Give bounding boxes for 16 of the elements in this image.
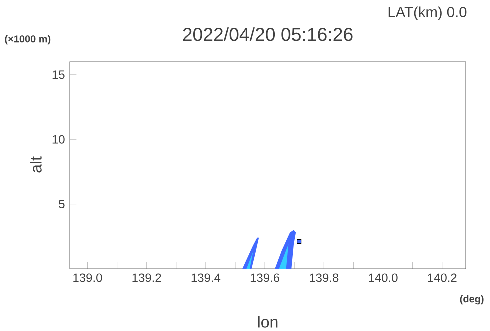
x-tick-label: 139.2 [132,274,162,282]
x-axis-title: lon [258,316,278,328]
y-tick-label: 15 [52,70,65,80]
chart-subtitle: LAT(km) 0.0 [388,6,467,20]
y-tick-label: 10 [52,135,65,144]
text: (×1000 m) [5,35,51,45]
x-tick-label: 140.2 [428,274,457,282]
chart-title: 2022/04/20 05:16:26 [183,28,353,42]
x-tick-label: 139.4 [192,274,221,282]
x-tick-label: 140.0 [369,274,398,282]
x-tick-label: 139.8 [310,274,339,282]
y-tick-label: 5 [59,200,65,208]
y-axis-title: alt [30,156,42,173]
x-tick-label: 139.0 [74,274,102,282]
x-tick-label: 139.6 [250,274,280,282]
text: (deg) [460,295,484,305]
